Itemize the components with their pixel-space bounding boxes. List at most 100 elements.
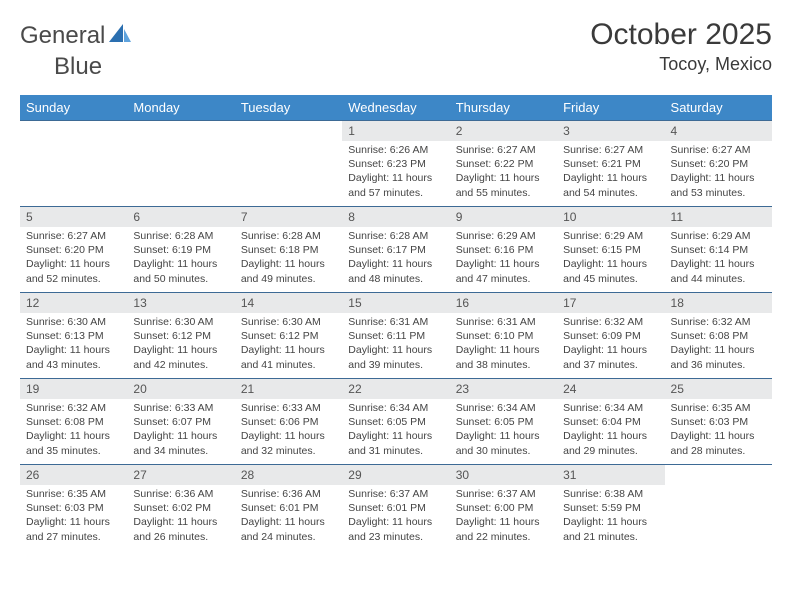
day-detail-line: and 50 minutes. bbox=[133, 272, 228, 286]
day-detail-line: Sunset: 6:20 PM bbox=[26, 243, 121, 257]
day-cell: 10Sunrise: 6:29 AMSunset: 6:15 PMDayligh… bbox=[557, 207, 664, 293]
day-detail-line: Sunset: 6:03 PM bbox=[671, 415, 766, 429]
day-detail-line: and 39 minutes. bbox=[348, 358, 443, 372]
day-detail-line: and 53 minutes. bbox=[671, 186, 766, 200]
day-cell: 6Sunrise: 6:28 AMSunset: 6:19 PMDaylight… bbox=[127, 207, 234, 293]
day-details: Sunrise: 6:35 AMSunset: 6:03 PMDaylight:… bbox=[665, 399, 772, 462]
day-number: 25 bbox=[665, 379, 772, 399]
day-detail-line: Sunrise: 6:34 AM bbox=[456, 401, 551, 415]
day-details: Sunrise: 6:29 AMSunset: 6:15 PMDaylight:… bbox=[557, 227, 664, 290]
day-detail-line: Daylight: 11 hours bbox=[456, 257, 551, 271]
day-details: Sunrise: 6:30 AMSunset: 6:12 PMDaylight:… bbox=[235, 313, 342, 376]
day-detail-line: Sunset: 6:06 PM bbox=[241, 415, 336, 429]
day-header: Wednesday bbox=[342, 95, 449, 121]
day-cell: 25Sunrise: 6:35 AMSunset: 6:03 PMDayligh… bbox=[665, 379, 772, 465]
calendar-table: Sunday Monday Tuesday Wednesday Thursday… bbox=[20, 95, 772, 551]
day-detail-line: Sunrise: 6:30 AM bbox=[26, 315, 121, 329]
day-detail-line: Daylight: 11 hours bbox=[456, 171, 551, 185]
day-number: 31 bbox=[557, 465, 664, 485]
day-number: 17 bbox=[557, 293, 664, 313]
day-number: 23 bbox=[450, 379, 557, 399]
day-detail-line: Sunrise: 6:31 AM bbox=[348, 315, 443, 329]
day-detail-line: Sunrise: 6:38 AM bbox=[563, 487, 658, 501]
day-header: Saturday bbox=[665, 95, 772, 121]
week-row: 12Sunrise: 6:30 AMSunset: 6:13 PMDayligh… bbox=[20, 293, 772, 379]
day-cell: 28Sunrise: 6:36 AMSunset: 6:01 PMDayligh… bbox=[235, 465, 342, 551]
day-detail-line: Daylight: 11 hours bbox=[671, 343, 766, 357]
day-number: 8 bbox=[342, 207, 449, 227]
day-detail-line: and 30 minutes. bbox=[456, 444, 551, 458]
day-detail-line: Sunset: 6:05 PM bbox=[348, 415, 443, 429]
day-details: Sunrise: 6:32 AMSunset: 6:08 PMDaylight:… bbox=[665, 313, 772, 376]
day-detail-line: Daylight: 11 hours bbox=[348, 257, 443, 271]
brand-word2: Blue bbox=[54, 53, 102, 81]
day-number: 9 bbox=[450, 207, 557, 227]
day-details: Sunrise: 6:34 AMSunset: 6:05 PMDaylight:… bbox=[342, 399, 449, 462]
day-detail-line: Sunset: 6:16 PM bbox=[456, 243, 551, 257]
day-details: Sunrise: 6:32 AMSunset: 6:09 PMDaylight:… bbox=[557, 313, 664, 376]
day-header: Sunday bbox=[20, 95, 127, 121]
day-detail-line: Sunrise: 6:26 AM bbox=[348, 143, 443, 157]
day-detail-line: Sunrise: 6:33 AM bbox=[241, 401, 336, 415]
day-detail-line: Sunset: 6:11 PM bbox=[348, 329, 443, 343]
brand-logo: General bbox=[20, 22, 133, 50]
day-detail-line: and 49 minutes. bbox=[241, 272, 336, 286]
day-detail-line: Daylight: 11 hours bbox=[26, 343, 121, 357]
day-cell: 4Sunrise: 6:27 AMSunset: 6:20 PMDaylight… bbox=[665, 121, 772, 207]
day-details: Sunrise: 6:27 AMSunset: 6:21 PMDaylight:… bbox=[557, 141, 664, 204]
day-cell: 11Sunrise: 6:29 AMSunset: 6:14 PMDayligh… bbox=[665, 207, 772, 293]
day-detail-line: Sunset: 6:13 PM bbox=[26, 329, 121, 343]
day-detail-line: Sunrise: 6:35 AM bbox=[671, 401, 766, 415]
day-details: Sunrise: 6:28 AMSunset: 6:17 PMDaylight:… bbox=[342, 227, 449, 290]
day-number: 3 bbox=[557, 121, 664, 141]
day-header: Thursday bbox=[450, 95, 557, 121]
logo-sail-icon bbox=[109, 24, 131, 49]
day-detail-line: Sunrise: 6:30 AM bbox=[133, 315, 228, 329]
day-header: Monday bbox=[127, 95, 234, 121]
day-cell: 8Sunrise: 6:28 AMSunset: 6:17 PMDaylight… bbox=[342, 207, 449, 293]
day-details: Sunrise: 6:27 AMSunset: 6:20 PMDaylight:… bbox=[665, 141, 772, 204]
day-details: Sunrise: 6:34 AMSunset: 6:05 PMDaylight:… bbox=[450, 399, 557, 462]
day-detail-line: and 21 minutes. bbox=[563, 530, 658, 544]
day-detail-line: Sunset: 6:15 PM bbox=[563, 243, 658, 257]
day-detail-line: Sunset: 6:21 PM bbox=[563, 157, 658, 171]
day-cell: 16Sunrise: 6:31 AMSunset: 6:10 PMDayligh… bbox=[450, 293, 557, 379]
day-number: 2 bbox=[450, 121, 557, 141]
brand-word1: General bbox=[20, 22, 105, 50]
day-detail-line: Daylight: 11 hours bbox=[456, 429, 551, 443]
day-detail-line: Sunrise: 6:34 AM bbox=[563, 401, 658, 415]
day-detail-line: Sunset: 6:07 PM bbox=[133, 415, 228, 429]
day-details: Sunrise: 6:36 AMSunset: 6:02 PMDaylight:… bbox=[127, 485, 234, 548]
day-detail-line: Daylight: 11 hours bbox=[563, 429, 658, 443]
day-number: 6 bbox=[127, 207, 234, 227]
day-detail-line: and 55 minutes. bbox=[456, 186, 551, 200]
day-detail-line: and 57 minutes. bbox=[348, 186, 443, 200]
day-cell: 26Sunrise: 6:35 AMSunset: 6:03 PMDayligh… bbox=[20, 465, 127, 551]
day-detail-line: Sunrise: 6:36 AM bbox=[133, 487, 228, 501]
day-detail-line: and 35 minutes. bbox=[26, 444, 121, 458]
day-detail-line: and 29 minutes. bbox=[563, 444, 658, 458]
day-detail-line: and 45 minutes. bbox=[563, 272, 658, 286]
day-details: Sunrise: 6:34 AMSunset: 6:04 PMDaylight:… bbox=[557, 399, 664, 462]
day-detail-line: and 44 minutes. bbox=[671, 272, 766, 286]
day-detail-line: Daylight: 11 hours bbox=[26, 429, 121, 443]
day-detail-line: Sunrise: 6:27 AM bbox=[26, 229, 121, 243]
day-detail-line: Daylight: 11 hours bbox=[133, 257, 228, 271]
day-details: Sunrise: 6:29 AMSunset: 6:16 PMDaylight:… bbox=[450, 227, 557, 290]
day-cell: 9Sunrise: 6:29 AMSunset: 6:16 PMDaylight… bbox=[450, 207, 557, 293]
day-detail-line: Daylight: 11 hours bbox=[348, 171, 443, 185]
day-detail-line: Sunset: 6:02 PM bbox=[133, 501, 228, 515]
day-detail-line: and 27 minutes. bbox=[26, 530, 121, 544]
day-cell: 15Sunrise: 6:31 AMSunset: 6:11 PMDayligh… bbox=[342, 293, 449, 379]
day-detail-line: and 52 minutes. bbox=[26, 272, 121, 286]
day-cell bbox=[235, 121, 342, 207]
day-detail-line: Sunset: 6:01 PM bbox=[241, 501, 336, 515]
day-details: Sunrise: 6:32 AMSunset: 6:08 PMDaylight:… bbox=[20, 399, 127, 462]
day-detail-line: Daylight: 11 hours bbox=[348, 343, 443, 357]
day-number: 1 bbox=[342, 121, 449, 141]
day-detail-line: Sunrise: 6:36 AM bbox=[241, 487, 336, 501]
day-cell: 5Sunrise: 6:27 AMSunset: 6:20 PMDaylight… bbox=[20, 207, 127, 293]
day-detail-line: and 54 minutes. bbox=[563, 186, 658, 200]
day-detail-line: and 43 minutes. bbox=[26, 358, 121, 372]
day-detail-line: Daylight: 11 hours bbox=[241, 515, 336, 529]
